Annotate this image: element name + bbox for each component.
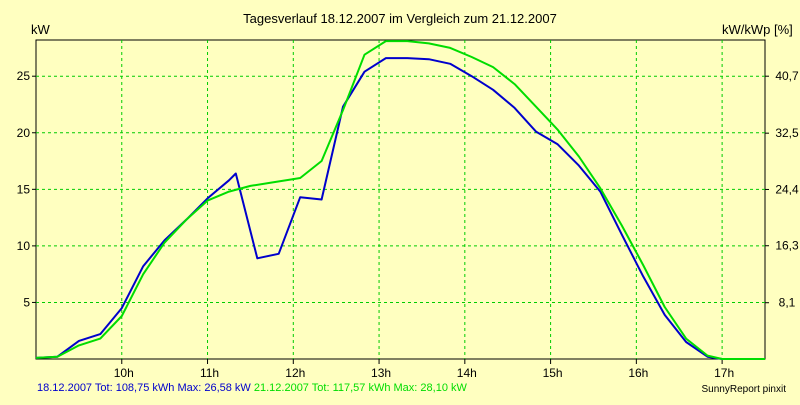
x-tick-label: 10h (114, 366, 134, 380)
y-axis-label: kW (31, 22, 51, 37)
x-tick-label: 12h (285, 366, 305, 380)
y2-tick-label: 16,3 (775, 239, 799, 253)
y-tick-label: 25 (17, 69, 31, 83)
ticks: 10h 11h 12h 13h 14h 15h 16h 17h 5 10 15 20 25 8,1 16,3… (17, 69, 799, 380)
y2-tick-label: 24,4 (775, 182, 799, 196)
plot-area (35, 39, 766, 360)
grid (36, 40, 765, 359)
x-tick-label: 15h (543, 366, 563, 380)
y2-tick-label: 8,1 (779, 296, 796, 310)
x-tick-label: 14h (457, 366, 477, 380)
legend-entry-21-12-2007: 21.12.2007 Tot: 117,57 kWh Max: 28,10 kW (253, 382, 467, 394)
x-tick-label: 13h (371, 366, 391, 380)
x-tick-label: 17h (714, 366, 734, 380)
series-line-21-12-2007 (35, 40, 765, 360)
series-lines (35, 40, 765, 360)
chart-title: Tagesverlauf 18.12.2007 im Vergleich zum… (243, 11, 557, 26)
y-tick-label: 20 (17, 126, 31, 140)
credit-text: SunnyReport pinxit (701, 384, 787, 395)
y-tick-label: 5 (23, 295, 30, 309)
y2-tick-label: 40,7 (775, 69, 799, 83)
y2-tick-label: 32,5 (775, 126, 799, 140)
y-tick-label: 10 (17, 239, 31, 253)
legend-entry-18-12-2007: 18.12.2007 Tot: 108,75 kWh Max: 26,58 kW (37, 382, 251, 394)
x-tick-label: 11h (200, 366, 219, 380)
series-line-18-12-2007 (35, 57, 723, 360)
y2-axis-label: kW/kWp [%] (722, 22, 793, 37)
legend: 18.12.2007 Tot: 108,75 kWh Max: 26,58 kW… (37, 382, 467, 394)
y-tick-label: 15 (17, 182, 31, 196)
x-tick-label: 16h (628, 366, 648, 380)
